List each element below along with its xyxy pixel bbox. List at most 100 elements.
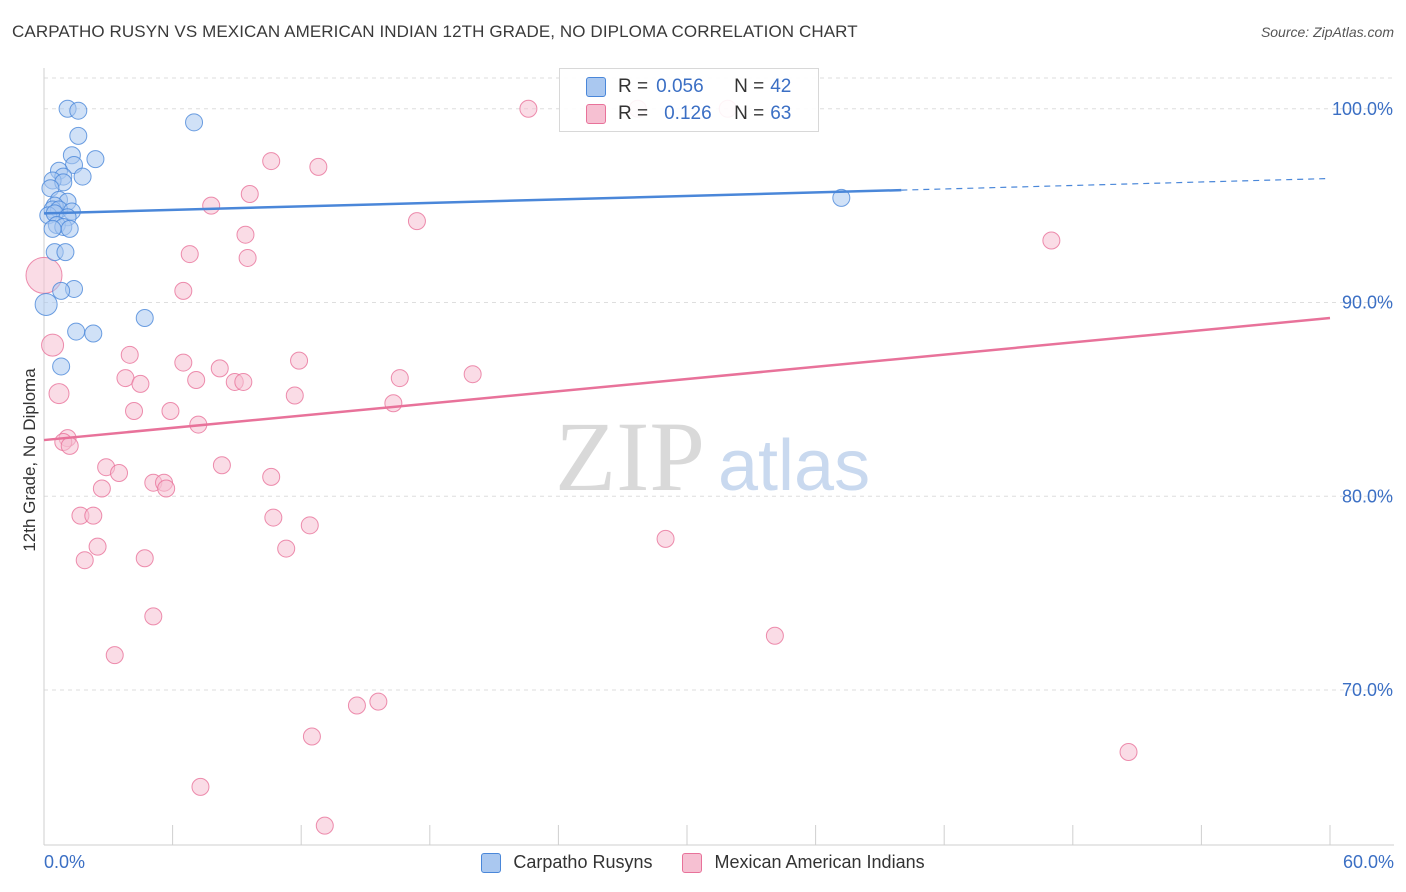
point-carpatho-rusyn — [69, 101, 88, 120]
legend-label-mexican: Mexican American Indians — [714, 852, 925, 872]
y-tick-label: 90.0% — [1342, 293, 1393, 313]
point-mexican-american-indian — [463, 365, 482, 384]
legend-row-rusyns: R = 0.056 N = 42 — [586, 75, 791, 99]
point-mexican-american-indian — [161, 402, 180, 420]
point-mexican-american-indian — [384, 394, 403, 413]
y-tick-label: 80.0% — [1342, 486, 1393, 506]
point-mexican-american-indian — [135, 549, 154, 568]
point-carpatho-rusyn — [73, 167, 92, 186]
legend-r-label: R = — [618, 103, 649, 124]
legend-swatch-blue — [586, 77, 606, 97]
legend-row-mexican: R = 0.126 N = 63 — [586, 102, 791, 126]
trend-line-rusyns-extension — [901, 177, 1331, 191]
point-mexican-american-indian — [84, 506, 103, 525]
point-mexican-american-indian — [202, 196, 221, 215]
x-axis-max-label: 60.0% — [1342, 852, 1394, 872]
point-mexican-american-indian — [75, 551, 94, 570]
point-mexican-american-indian — [290, 351, 309, 370]
point-carpatho-rusyn — [52, 281, 71, 300]
point-mexican-american-indian — [277, 539, 296, 558]
watermark-atlas: atlas — [718, 426, 870, 506]
point-carpatho-rusyn — [56, 243, 75, 262]
trend-line-rusyns — [43, 188, 902, 215]
point-carpatho-rusyn — [86, 150, 105, 169]
trend-line-mexican — [43, 316, 1331, 442]
point-mexican-american-indian — [264, 508, 283, 527]
point-mexican-american-indian — [110, 464, 129, 482]
chart-title: CARPATHO RUSYN VS MEXICAN AMERICAN INDIA… — [12, 22, 858, 41]
point-mexican-american-indian — [187, 371, 206, 389]
point-carpatho-rusyn — [67, 322, 86, 341]
point-mexican-american-indian — [92, 479, 111, 498]
axes — [43, 68, 1394, 846]
point-carpatho-rusyn — [43, 219, 62, 238]
point-carpatho-rusyn — [69, 126, 88, 145]
point-mexican-american-indian — [41, 333, 65, 357]
point-mexican-american-indian — [191, 777, 210, 796]
point-mexican-american-indian — [144, 607, 163, 626]
legend-r-value: 0.126 — [664, 103, 712, 124]
point-mexican-american-indian — [1119, 743, 1138, 761]
point-mexican-american-indian — [347, 696, 366, 715]
watermark-zip: ZIP — [555, 401, 705, 512]
stats-legend: R = 0.056 N = 42 R = 0.126 N = 63 — [559, 68, 819, 132]
legend-swatch-pink — [586, 104, 606, 124]
legend-item-rusyns: Carpatho Rusyns — [481, 852, 652, 873]
point-mexican-american-indian — [309, 157, 328, 176]
legend-label-rusyns: Carpatho Rusyns — [513, 852, 653, 872]
legend-r-label: R = — [618, 76, 649, 97]
point-mexican-american-indian — [519, 99, 538, 118]
y-tick-labels: 100.0% 90.0% 80.0% 70.0% — [1332, 99, 1393, 700]
series-legend: Carpatho Rusyns Mexican American Indians — [0, 852, 1406, 873]
point-mexican-american-indian — [60, 436, 79, 455]
point-mexican-american-indian — [234, 372, 253, 391]
point-mexican-american-indian — [174, 353, 193, 372]
y-tick-label: 70.0% — [1342, 680, 1393, 700]
point-mexican-american-indian — [390, 369, 409, 388]
point-mexican-american-indian — [131, 374, 150, 393]
point-mexican-american-indian — [262, 152, 281, 171]
point-mexican-american-indian — [236, 225, 255, 244]
point-carpatho-rusyn — [60, 219, 79, 238]
point-carpatho-rusyn — [84, 324, 103, 343]
point-mexican-american-indian — [285, 386, 304, 405]
point-carpatho-rusyn — [135, 309, 154, 327]
y-tick-label: 100.0% — [1332, 99, 1393, 119]
point-carpatho-rusyn — [185, 113, 204, 132]
point-mexican-american-indian — [125, 402, 144, 420]
point-mexican-american-indian — [120, 345, 139, 364]
point-carpatho-rusyn — [52, 357, 71, 376]
point-mexican-american-indian — [157, 479, 176, 498]
point-mexican-american-indian — [48, 383, 70, 405]
point-mexican-american-indian — [369, 692, 388, 711]
point-mexican-american-indian — [105, 646, 124, 665]
legend-swatch-blue — [481, 852, 502, 873]
y-axis-label: 12th Grade, No Diploma — [20, 368, 39, 552]
point-mexican-american-indian — [262, 467, 281, 486]
point-mexican-american-indian — [315, 816, 334, 835]
point-mexican-american-indian — [180, 245, 199, 264]
point-mexican-american-indian — [765, 626, 784, 645]
point-mexican-american-indian — [300, 516, 319, 535]
legend-n-value: 42 — [770, 76, 792, 97]
point-mexican-american-indian — [116, 369, 135, 388]
point-mexican-american-indian — [240, 185, 259, 203]
source-label: Source: ZipAtlas.com — [1260, 24, 1394, 40]
point-mexican-american-indian — [88, 537, 107, 556]
legend-n-label: N = — [734, 103, 765, 124]
x-axis-min-label: 0.0% — [44, 852, 86, 872]
point-mexican-american-indian — [302, 727, 321, 746]
legend-r-value: 0.056 — [656, 76, 704, 97]
point-mexican-american-indian — [174, 281, 193, 300]
point-mexican-american-indian — [210, 359, 229, 378]
trend-lines — [43, 177, 1331, 442]
legend-swatch-pink — [682, 852, 703, 873]
watermark: ZIP atlas — [555, 401, 870, 512]
point-mexican-american-indian — [212, 456, 231, 475]
point-mexican-american-indian — [407, 212, 426, 231]
legend-item-mexican: Mexican American Indians — [682, 852, 925, 873]
legend-n-label: N = — [734, 76, 765, 97]
point-carpatho-rusyn — [832, 188, 851, 207]
point-mexican-american-indian — [656, 529, 675, 548]
